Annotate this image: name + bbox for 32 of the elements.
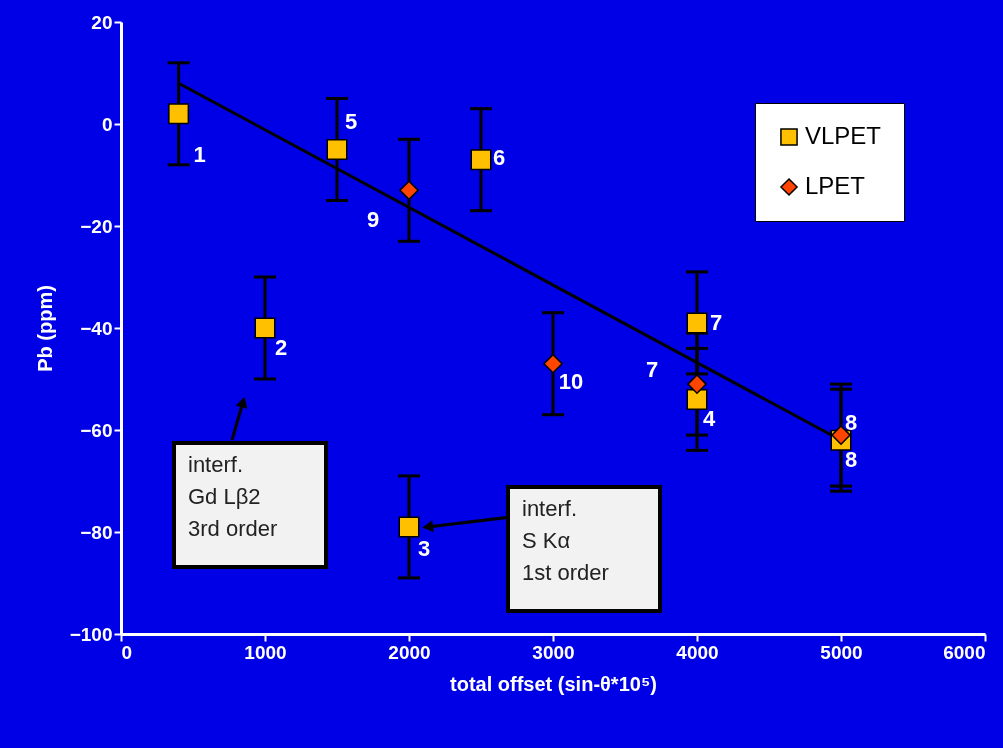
y-tick-label: −100 [69,623,113,645]
y-tick-label: 20 [91,11,113,33]
annotation: 9 [366,207,380,233]
x-tick-label: 1000 [244,641,287,663]
x-tick-label: 5000 [820,641,863,663]
annotation: interf. S Kα 1st order [522,496,609,585]
annotation: interf. Gd Lβ2 3rd order [188,452,278,541]
annotation: 8 [844,447,858,473]
annotation: 7 [709,309,723,335]
x-tick-label: 0 [121,641,133,663]
x-tick-label: 3000 [532,641,575,663]
y-tick-label: −60 [80,419,113,441]
y-tick-label: −40 [80,317,113,339]
y-tick-label: −20 [80,215,113,237]
legend-label: VLPET [805,122,882,149]
x-tick-label: 4000 [676,641,719,663]
y-tick-label: −80 [80,521,113,543]
annotation: 1 [193,141,206,167]
annotation: 7 [645,357,659,383]
legend-label: LPET [805,172,866,199]
x-axis-title: total offset (sin-θ*10⁵) [450,672,657,695]
x-tick-label: 6000 [943,641,986,663]
annotation: 4 [702,406,716,432]
x-tick-label: 2000 [388,641,431,663]
y-tick-label: 0 [101,113,113,135]
annotation: 6 [492,144,506,170]
y-axis-title: Pb (ppm) [33,285,56,372]
annotation: 8 [844,410,858,436]
annotation: 2 [274,335,288,360]
annotation: 10 [558,368,584,394]
annotation: 5 [344,108,358,134]
annotation: 3 [417,535,431,561]
